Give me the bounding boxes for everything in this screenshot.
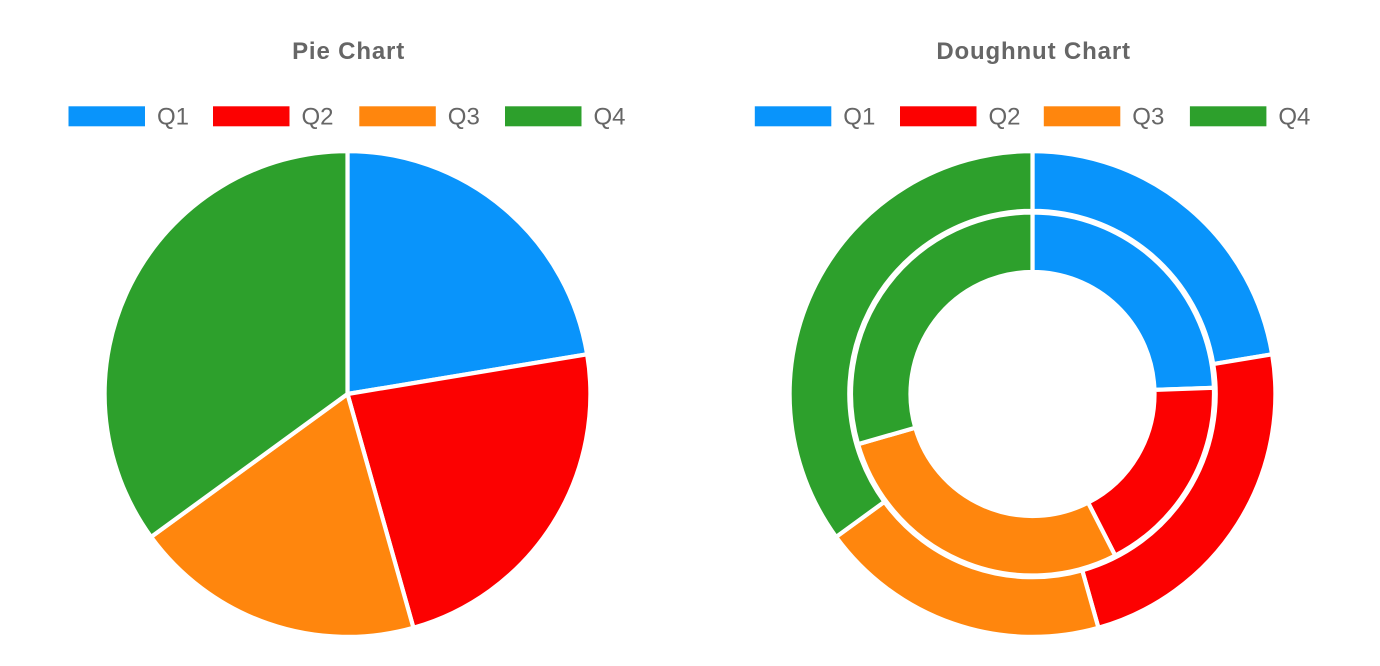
svg-text:Q2: Q2 <box>302 103 334 130</box>
svg-text:Q2: Q2 <box>989 103 1021 130</box>
svg-text:Doughnut Chart: Doughnut Chart <box>936 38 1131 65</box>
svg-text:Q1: Q1 <box>157 103 189 130</box>
svg-text:Q3: Q3 <box>1132 103 1164 130</box>
svg-text:Q4: Q4 <box>1278 103 1310 130</box>
svg-text:Q3: Q3 <box>448 103 480 130</box>
svg-text:Pie Chart: Pie Chart <box>292 38 405 65</box>
svg-text:Q4: Q4 <box>594 103 626 130</box>
svg-text:Q1: Q1 <box>843 103 875 130</box>
